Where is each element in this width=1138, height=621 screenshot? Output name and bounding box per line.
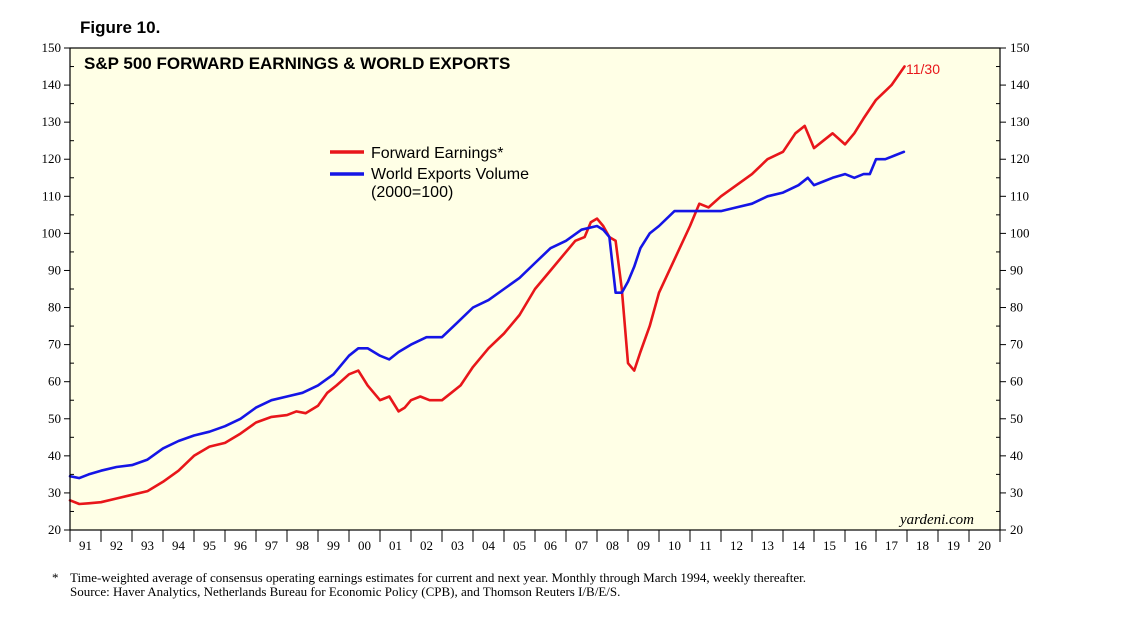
plot-frame	[69, 47, 1001, 531]
x-tick-label: 16	[854, 538, 868, 553]
x-tick-label: 12	[730, 538, 743, 553]
y-tick-label-left: 80	[48, 300, 61, 315]
y-tick-label-right: 50	[1010, 411, 1023, 426]
legend-label-exports: World Exports Volume (2000=100)	[371, 166, 533, 201]
x-tick-label: 96	[234, 538, 248, 553]
y-tick-label-left: 130	[42, 114, 62, 129]
y-tick-label-left: 70	[48, 337, 61, 352]
x-tick-label: 95	[203, 538, 216, 553]
y-tick-label-left: 60	[48, 374, 61, 389]
x-tick-label: 18	[916, 538, 929, 553]
x-tick-label: 02	[420, 538, 433, 553]
x-tick-label: 91	[79, 538, 92, 553]
y-tick-label-left: 30	[48, 485, 61, 500]
x-tick-label: 99	[327, 538, 340, 553]
y-tick-label-right: 80	[1010, 300, 1023, 315]
y-tick-label-right: 20	[1010, 522, 1023, 537]
y-tick-label-right: 60	[1010, 374, 1023, 389]
y-tick-label-right: 120	[1010, 151, 1030, 166]
x-tick-label: 94	[172, 538, 186, 553]
footnote: * Time-weighted average of consensus oper…	[52, 571, 806, 599]
y-tick-label-right: 110	[1010, 188, 1029, 203]
x-tick-label: 92	[110, 538, 123, 553]
exports-line	[68, 150, 906, 480]
x-tick-label: 20	[978, 538, 991, 553]
figure-label: Figure 10.	[80, 18, 161, 37]
legend-label-earnings: Forward Earnings*	[371, 145, 504, 162]
x-tick-label: 05	[513, 538, 526, 553]
x-tick-label: 19	[947, 538, 960, 553]
x-tick-label: 04	[482, 538, 496, 553]
watermark: yardeni.com	[898, 512, 974, 528]
y-tick-label-left: 120	[42, 151, 62, 166]
y-tick-label-right: 150	[1010, 40, 1030, 55]
y-tick-label-right: 100	[1010, 225, 1030, 240]
plot-content	[68, 65, 906, 506]
x-tick-label: 11	[699, 538, 712, 553]
footnote-text: Time-weighted average of consensus opera…	[70, 570, 806, 585]
y-tick-label-right: 70	[1010, 337, 1023, 352]
y-tick-label-left: 50	[48, 411, 61, 426]
x-tick-label: 00	[358, 538, 371, 553]
y-tick-label-right: 90	[1010, 262, 1023, 277]
y-tick-label-left: 150	[42, 40, 62, 55]
x-tick-label: 14	[792, 538, 806, 553]
footnote-line-2: Source: Haver Analytics, Netherlands Bur…	[52, 585, 806, 599]
end-date-label: 11/30	[906, 61, 940, 77]
x-tick-label: 15	[823, 538, 836, 553]
y-tick-label-left: 140	[42, 77, 62, 92]
x-tick-label: 07	[575, 538, 589, 553]
source-text: Source: Haver Analytics, Netherlands Bur…	[70, 584, 621, 599]
x-tick-label: 17	[885, 538, 899, 553]
y-tick-label-right: 130	[1010, 114, 1030, 129]
chart-title: S&P 500 FORWARD EARNINGS & WORLD EXPORTS	[84, 54, 510, 73]
x-tick-label: 09	[637, 538, 650, 553]
y-tick-label-left: 90	[48, 262, 61, 277]
x-tick-label: 03	[451, 538, 464, 553]
y-tick-label-left: 100	[42, 225, 62, 240]
y-tick-label-right: 30	[1010, 485, 1023, 500]
x-tick-label: 98	[296, 538, 309, 553]
x-tick-label: 01	[389, 538, 402, 553]
footnote-marker: *	[52, 570, 59, 585]
y-tick-label-right: 40	[1010, 448, 1023, 463]
legend: Forward Earnings* World Exports Volume (…	[330, 145, 533, 201]
y-tick-label-right: 140	[1010, 77, 1030, 92]
earnings-line	[68, 65, 906, 506]
legend-label-exports-line2: (2000=100)	[371, 184, 453, 201]
x-tick-label: 06	[544, 538, 558, 553]
x-tick-label: 08	[606, 538, 619, 553]
x-tick-label: 93	[141, 538, 154, 553]
x-tick-label: 97	[265, 538, 279, 553]
legend-label-exports-line1: World Exports Volume	[371, 166, 529, 183]
footnote-line-1: * Time-weighted average of consensus oper…	[52, 571, 806, 585]
x-tick-label: 13	[761, 538, 774, 553]
y-tick-label-left: 20	[48, 522, 61, 537]
x-tick-label: 10	[668, 538, 681, 553]
y-tick-label-left: 110	[42, 188, 61, 203]
y-tick-label-left: 40	[48, 448, 61, 463]
